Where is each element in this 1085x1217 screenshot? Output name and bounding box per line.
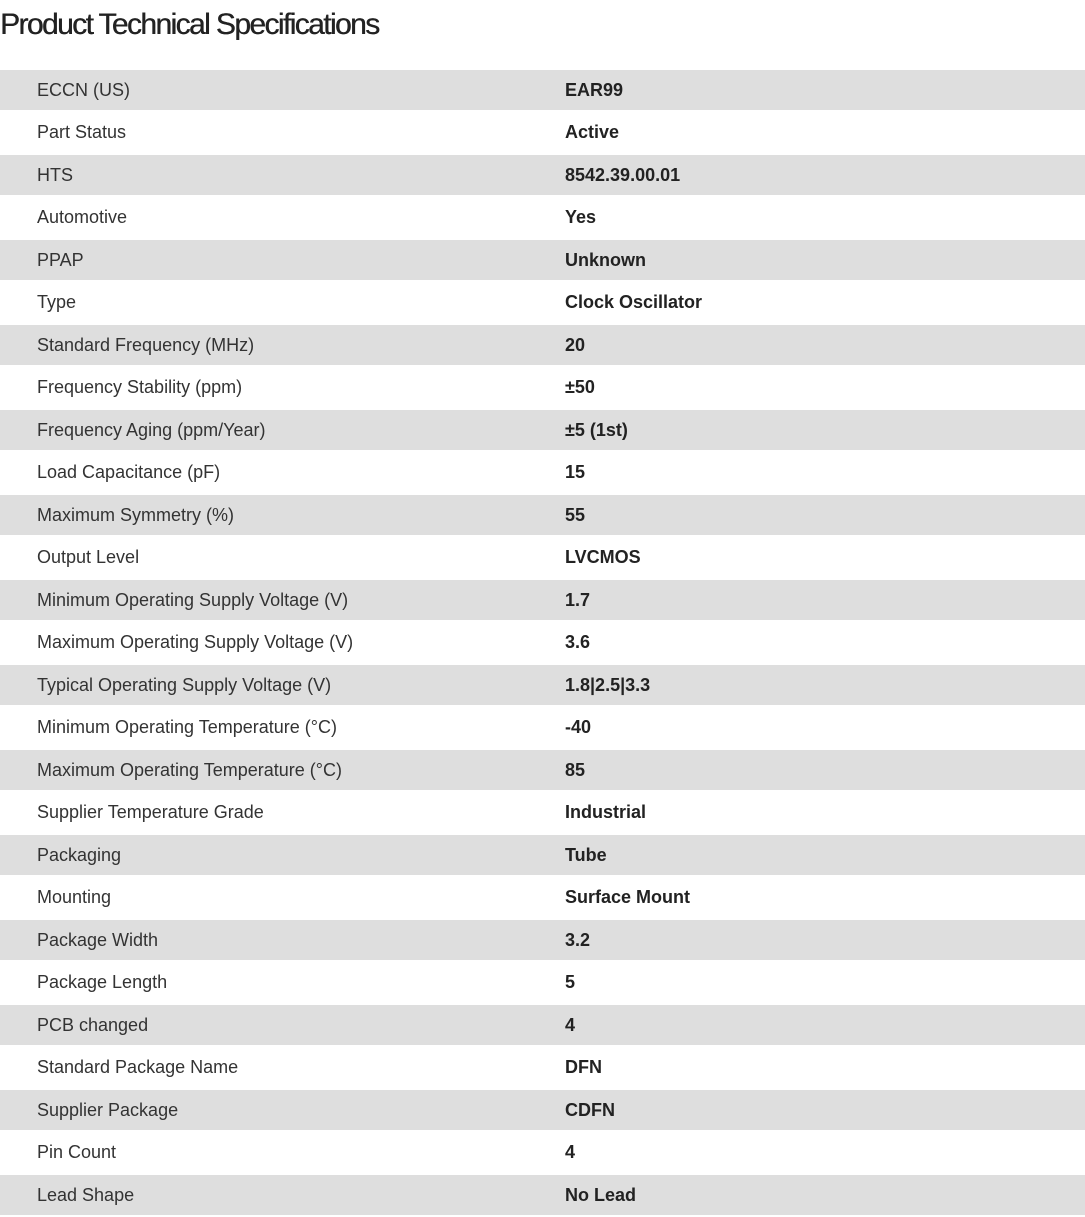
spec-label: Package Length [37, 972, 168, 992]
spec-label: Typical Operating Supply Voltage (V) [37, 674, 332, 695]
spec-label: Lead Shape [37, 1184, 135, 1205]
spec-row: Automotive Yes [0, 195, 1085, 240]
spec-row: Supplier Temperature Grade Industrial [0, 790, 1085, 835]
spec-value: Yes [565, 207, 597, 227]
spec-value: -40 [565, 717, 592, 737]
spec-value: No Lead [565, 1184, 637, 1205]
spec-label: Maximum Operating Supply Voltage (V) [37, 632, 354, 652]
spec-label: ECCN (US) [37, 79, 130, 100]
spec-value: CDFN [565, 1099, 615, 1120]
spec-label: Part Status [37, 122, 127, 142]
spec-row: Packaging Tube [0, 835, 1085, 875]
spec-value: 8542.39.00.01 [565, 164, 681, 185]
spec-row: Maximum Operating Temperature (°C) 85 [0, 750, 1085, 790]
spec-label: Output Level [37, 547, 140, 567]
spec-label: PCB changed [37, 1014, 149, 1035]
spec-label: Frequency Aging (ppm/Year) [37, 419, 266, 440]
spec-label: Maximum Symmetry (%) [37, 504, 234, 525]
spec-value: Tube [565, 844, 607, 865]
spec-row: Minimum Operating Supply Voltage (V) 1.7 [0, 580, 1085, 620]
spec-value: DFN [565, 1057, 602, 1077]
spec-row: Part Status Active [0, 110, 1085, 155]
page-title: Product Technical Specifications [0, 8, 380, 41]
spec-label: Maximum Operating Temperature (°C) [37, 759, 342, 780]
spec-row: HTS 8542.39.00.01 [0, 155, 1085, 195]
spec-row: Standard Package Name DFN [0, 1045, 1085, 1090]
spec-label: HTS [37, 164, 73, 185]
spec-row: Output Level LVCMOS [0, 535, 1085, 580]
spec-label: Package Width [37, 929, 159, 950]
spec-row: Maximum Operating Supply Voltage (V) 3.6 [0, 620, 1085, 665]
spec-label: Supplier Temperature Grade [37, 802, 264, 822]
spec-row: Mounting Surface Mount [0, 875, 1085, 920]
spec-row: PCB changed 4 [0, 1005, 1085, 1045]
spec-row: Load Capacitance (pF) 15 [0, 450, 1085, 495]
spec-value: Industrial [565, 802, 647, 822]
spec-label: Standard Frequency (MHz) [37, 334, 255, 355]
spec-label: Type [37, 292, 77, 312]
spec-row: PPAP Unknown [0, 240, 1085, 280]
spec-value: 1.8|2.5|3.3 [565, 674, 651, 695]
spec-row: ECCN (US) EAR99 [0, 70, 1085, 110]
spec-row: Supplier Package CDFN [0, 1090, 1085, 1130]
spec-value: LVCMOS [565, 547, 641, 567]
spec-value: 3.2 [565, 929, 591, 950]
spec-label: PPAP [37, 249, 84, 270]
spec-label: Frequency Stability (ppm) [37, 377, 243, 397]
spec-value: EAR99 [565, 79, 624, 100]
spec-label: Minimum Operating Supply Voltage (V) [37, 589, 349, 610]
spec-value: 15 [565, 462, 586, 482]
spec-value: Surface Mount [565, 887, 691, 907]
spec-label: Standard Package Name [37, 1057, 239, 1077]
spec-value: Active [565, 122, 620, 142]
spec-label: Automotive [37, 207, 128, 227]
spec-row: Typical Operating Supply Voltage (V) 1.8|… [0, 665, 1085, 705]
spec-value: 5 [565, 972, 576, 992]
spec-row: Standard Frequency (MHz) 20 [0, 325, 1085, 365]
spec-label: Packaging [37, 844, 122, 865]
spec-value: 1.7 [565, 589, 591, 610]
spec-label: Load Capacitance (pF) [37, 462, 221, 482]
specs-table: ECCN (US) EAR99 Part Status Active HTS 8542.3… [0, 70, 1085, 1215]
spec-row: Minimum Operating Temperature (°C) -40 [0, 705, 1085, 750]
spec-value: ±5 (1st) [565, 419, 628, 440]
spec-value: 3.6 [565, 632, 591, 652]
spec-label: Minimum Operating Temperature (°C) [37, 717, 337, 737]
spec-value: 85 [565, 759, 586, 780]
spec-row: Frequency Stability (ppm) ±50 [0, 365, 1085, 410]
spec-row: Package Length 5 [0, 960, 1085, 1005]
spec-row: Pin Count 4 [0, 1130, 1085, 1175]
spec-row: Lead Shape No Lead [0, 1175, 1085, 1215]
spec-value: ±50 [565, 377, 595, 397]
spec-value: 4 [565, 1014, 576, 1035]
spec-label: Mounting [37, 887, 112, 907]
spec-row: Maximum Symmetry (%) 55 [0, 495, 1085, 535]
spec-value: 20 [565, 334, 586, 355]
spec-value: 55 [565, 504, 586, 525]
spec-label: Supplier Package [37, 1099, 179, 1120]
spec-row: Frequency Aging (ppm/Year) ±5 (1st) [0, 410, 1085, 450]
spec-label: Pin Count [37, 1142, 117, 1162]
spec-value: Clock Oscillator [565, 292, 703, 312]
spec-value: 4 [565, 1142, 576, 1162]
spec-row: Package Width 3.2 [0, 920, 1085, 960]
spec-value: Unknown [565, 249, 646, 270]
spec-row: Type Clock Oscillator [0, 280, 1085, 325]
